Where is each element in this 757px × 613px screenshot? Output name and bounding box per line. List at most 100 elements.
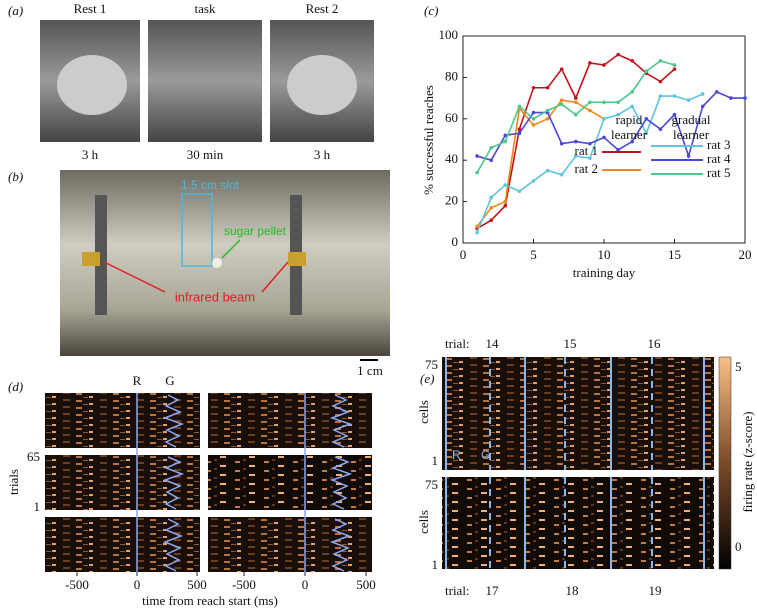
point <box>715 90 719 94</box>
point <box>489 158 494 162</box>
point <box>588 141 592 146</box>
line-chart: 0 5 10 15 20 0 20 40 60 80 100 rapid learner gradual… <box>439 27 752 262</box>
x-tick-label: -500 <box>65 577 89 592</box>
marker-label: G <box>165 373 174 388</box>
point <box>616 52 620 57</box>
y-tick-label: 1 <box>432 557 439 572</box>
point <box>475 154 479 158</box>
point <box>588 61 592 65</box>
point <box>559 98 564 102</box>
grasp-trace <box>329 394 353 448</box>
x-tick-label: 5 <box>530 247 537 262</box>
arrow <box>103 261 166 293</box>
point <box>658 79 663 84</box>
sensor <box>288 252 306 266</box>
legend-label: rat 4 <box>707 151 731 166</box>
point <box>574 112 578 117</box>
point <box>574 154 578 158</box>
point <box>475 170 479 175</box>
point <box>531 110 536 115</box>
photo-title: Rest 2 <box>306 1 339 16</box>
point <box>545 108 550 113</box>
point <box>700 92 705 96</box>
photo <box>60 170 390 356</box>
point <box>616 148 620 152</box>
scale-label: 1 cm <box>357 363 383 378</box>
panel-label: (c) <box>424 3 438 18</box>
point <box>503 199 508 204</box>
x-tick-label: 0 <box>460 247 467 262</box>
point <box>489 218 494 223</box>
y-tick-label: 20 <box>445 193 458 208</box>
point <box>672 112 677 117</box>
point <box>545 168 550 173</box>
y-axis-label: cells <box>416 510 431 534</box>
x-axis-label: time from reach start (ms) <box>142 593 278 608</box>
point <box>616 100 620 105</box>
y-tick-label: 65 <box>27 449 40 464</box>
point <box>644 69 649 73</box>
grasp-trace <box>329 456 353 510</box>
trial-markers <box>445 357 705 569</box>
grasp-trace <box>162 518 184 572</box>
grasp-trace <box>162 456 185 510</box>
point <box>686 154 691 158</box>
arrow <box>261 261 289 293</box>
point <box>531 179 536 183</box>
slot-outline <box>181 193 213 267</box>
panel-label: (e) <box>420 371 434 386</box>
point <box>729 96 733 100</box>
photo-title: Rest 1 <box>74 1 107 16</box>
y-tick-label: 1 <box>34 499 41 514</box>
point <box>503 133 508 138</box>
trial-label: trial: <box>445 583 470 598</box>
y-tick-label: 60 <box>445 110 458 125</box>
x-tick-label: 500 <box>187 577 207 592</box>
heatmap <box>442 477 714 569</box>
point <box>559 172 564 177</box>
point <box>517 127 522 131</box>
heatmap <box>208 455 372 510</box>
photo-caption: 3 h <box>82 147 99 162</box>
point <box>658 59 663 63</box>
trial-number: 17 <box>486 583 500 598</box>
grasp-trace <box>162 394 185 448</box>
point <box>602 100 606 105</box>
y-tick-label: 80 <box>445 68 458 83</box>
pellet <box>212 258 222 268</box>
point <box>531 123 536 127</box>
trial-number: 19 <box>649 583 662 598</box>
y-tick-label: 40 <box>445 151 458 166</box>
point <box>559 141 564 146</box>
heatmap <box>208 517 372 572</box>
raster-axes: -500 0 500 -500 0 500 <box>65 572 376 592</box>
point <box>503 183 508 187</box>
point <box>630 139 634 144</box>
legend-title-box: rapid learner <box>610 112 648 142</box>
point <box>489 195 494 200</box>
y-tick-label: 100 <box>439 27 459 42</box>
x-tick-label: -500 <box>232 577 256 592</box>
legend-label: rat 1 <box>575 143 598 158</box>
y-axis-label: % successful reaches <box>421 85 436 195</box>
point <box>630 104 634 109</box>
point <box>489 145 494 150</box>
photo-detail <box>95 195 107 315</box>
trial-number: 18 <box>566 583 579 598</box>
legend-title: rapid learner <box>610 112 648 142</box>
marker-label: G <box>481 448 490 462</box>
point <box>672 94 677 98</box>
point <box>545 117 550 121</box>
point <box>545 85 550 90</box>
point <box>517 131 522 136</box>
trial-label: trial: <box>445 336 470 351</box>
point <box>644 117 649 121</box>
legend-title-box: gradual learner <box>672 112 711 142</box>
photo-caption: 3 h <box>314 147 331 162</box>
trial-number: 16 <box>648 336 662 351</box>
point <box>531 117 536 121</box>
point <box>602 63 606 67</box>
panel-label: (d) <box>8 379 23 394</box>
point <box>616 112 620 117</box>
